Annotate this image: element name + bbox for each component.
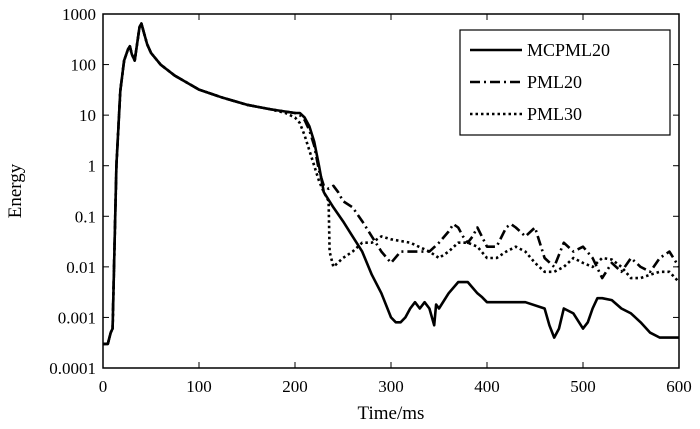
y-axis-tick-labels: 0.0001 0.001 0.01 0.1 1 10 100 1000: [49, 5, 96, 378]
series-line-pml20: [103, 22, 679, 346]
legend-label: MCPML20: [527, 40, 610, 60]
series-layer: [103, 22, 679, 346]
y-axis-ticks: [103, 13, 679, 369]
y-tick-label: 1: [88, 157, 97, 176]
y-tick-label: 100: [71, 56, 97, 75]
x-axis-ticks: [102, 14, 680, 368]
x-tick-label: 500: [570, 377, 596, 396]
y-axis-title: Energy: [5, 163, 26, 218]
series-line-pml30: [103, 22, 679, 346]
x-tick-label: 600: [666, 377, 692, 396]
y-tick-label: 0.01: [66, 258, 96, 277]
y-tick-label: 0.001: [58, 308, 96, 327]
x-tick-label: 300: [378, 377, 404, 396]
x-tick-label: 100: [186, 377, 212, 396]
legend: MCPML20 PML20 PML30: [459, 29, 671, 136]
y-tick-label: 0.1: [75, 207, 96, 226]
x-tick-label: 200: [282, 377, 308, 396]
legend-label: PML20: [527, 72, 582, 92]
x-tick-label: 400: [474, 377, 500, 396]
x-axis-title: Time/ms: [358, 403, 425, 424]
y-tick-label: 1000: [62, 5, 96, 24]
y-tick-label: 0.0001: [49, 359, 96, 378]
x-axis-tick-labels: 0 100 200 300 400 500 600: [99, 377, 692, 396]
legend-label: PML30: [527, 104, 582, 124]
x-tick-label: 0: [99, 377, 108, 396]
y-tick-label: 10: [79, 106, 96, 125]
